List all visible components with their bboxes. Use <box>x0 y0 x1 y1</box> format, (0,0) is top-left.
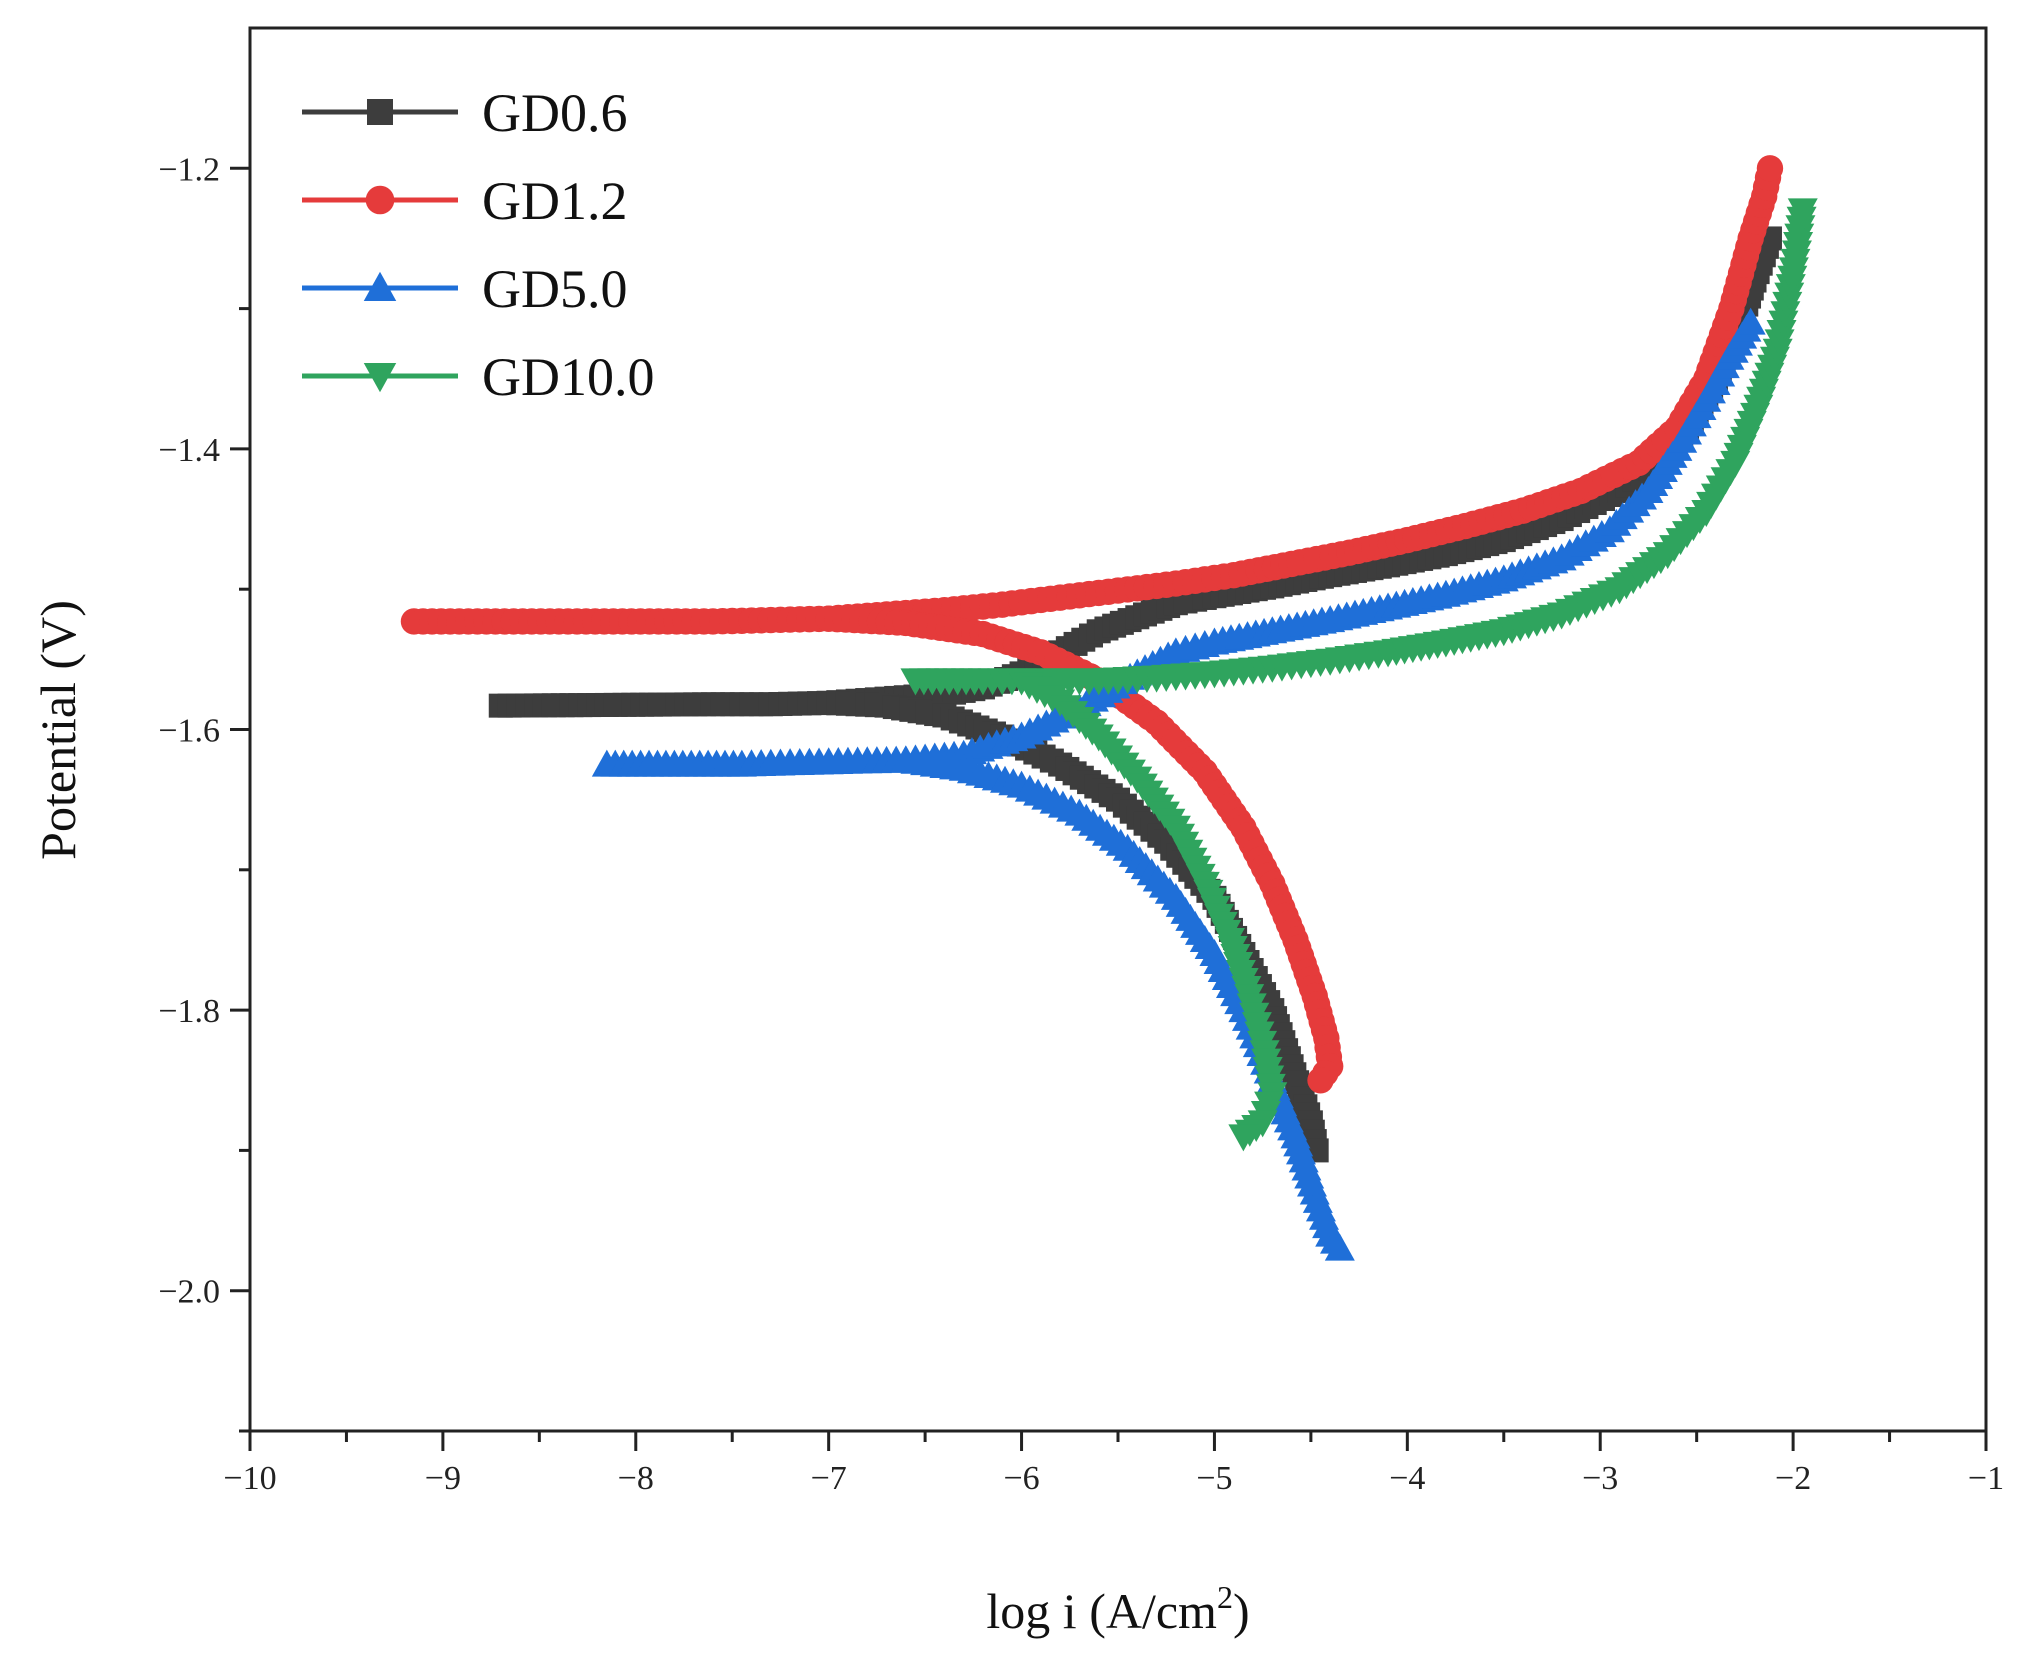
x-axis-title-main: log i (A/cm <box>986 1583 1217 1639</box>
x-tick-label: −10 <box>223 1460 276 1497</box>
x-tick-label: −6 <box>1003 1460 1039 1497</box>
x-axis-title-close: ) <box>1233 1583 1250 1639</box>
data-point <box>1787 198 1818 226</box>
data-point <box>1324 1233 1355 1261</box>
x-tick-label: −2 <box>1775 1460 1811 1497</box>
data-point <box>1756 155 1784 182</box>
plot-frame <box>248 26 1988 1433</box>
x-tick-label: −5 <box>1196 1460 1232 1497</box>
legend-label: GD0.6 <box>482 83 628 143</box>
x-axis-ticks: −10 −9 −8 −7 −6 −5 −4 −3 −2 −1 <box>223 1431 2004 1497</box>
y-tick-label: −1.8 <box>158 993 220 1030</box>
legend-label: GD1.2 <box>482 171 628 231</box>
x-tick-label: −4 <box>1389 1460 1425 1497</box>
y-axis-title: Potential (V) <box>30 600 86 860</box>
y-tick-label: −1.4 <box>158 432 220 469</box>
y-tick-label: −1.6 <box>158 713 220 750</box>
legend-label: GD5.0 <box>482 259 628 319</box>
y-tick-label: −1.2 <box>158 151 220 188</box>
legend-marker <box>367 99 393 125</box>
legend-marker <box>363 363 397 393</box>
x-tick-label: −8 <box>618 1460 654 1497</box>
data-point <box>1307 1067 1334 1094</box>
y-tick-label: −2.0 <box>158 1274 220 1311</box>
x-tick-label: −7 <box>811 1460 847 1497</box>
x-tick-label: −3 <box>1582 1460 1618 1497</box>
series-gd1-2 <box>400 155 1784 1094</box>
legend-marker <box>363 271 397 301</box>
x-axis-title: log i (A/cm2) <box>986 1579 1249 1639</box>
series-gd10-0 <box>900 198 1818 1152</box>
series-line-anodic <box>500 237 1772 708</box>
y-axis-ticks: −2.0 −1.8 −1.6 −1.4 −1.2 <box>158 151 250 1433</box>
data-point <box>1228 1124 1259 1152</box>
series-gd5-0 <box>591 307 1766 1261</box>
series-layer <box>400 155 1818 1261</box>
x-tick-label: −9 <box>425 1460 461 1497</box>
x-axis-title-superscript: 2 <box>1217 1579 1233 1615</box>
x-tick-label: −1 <box>1968 1460 2004 1497</box>
legend-label: GD10.0 <box>482 347 655 407</box>
data-point <box>1735 307 1766 335</box>
legend-marker <box>365 185 395 215</box>
legend: GD0.6 GD1.2 GD5.0 GD10.0 <box>302 83 655 407</box>
